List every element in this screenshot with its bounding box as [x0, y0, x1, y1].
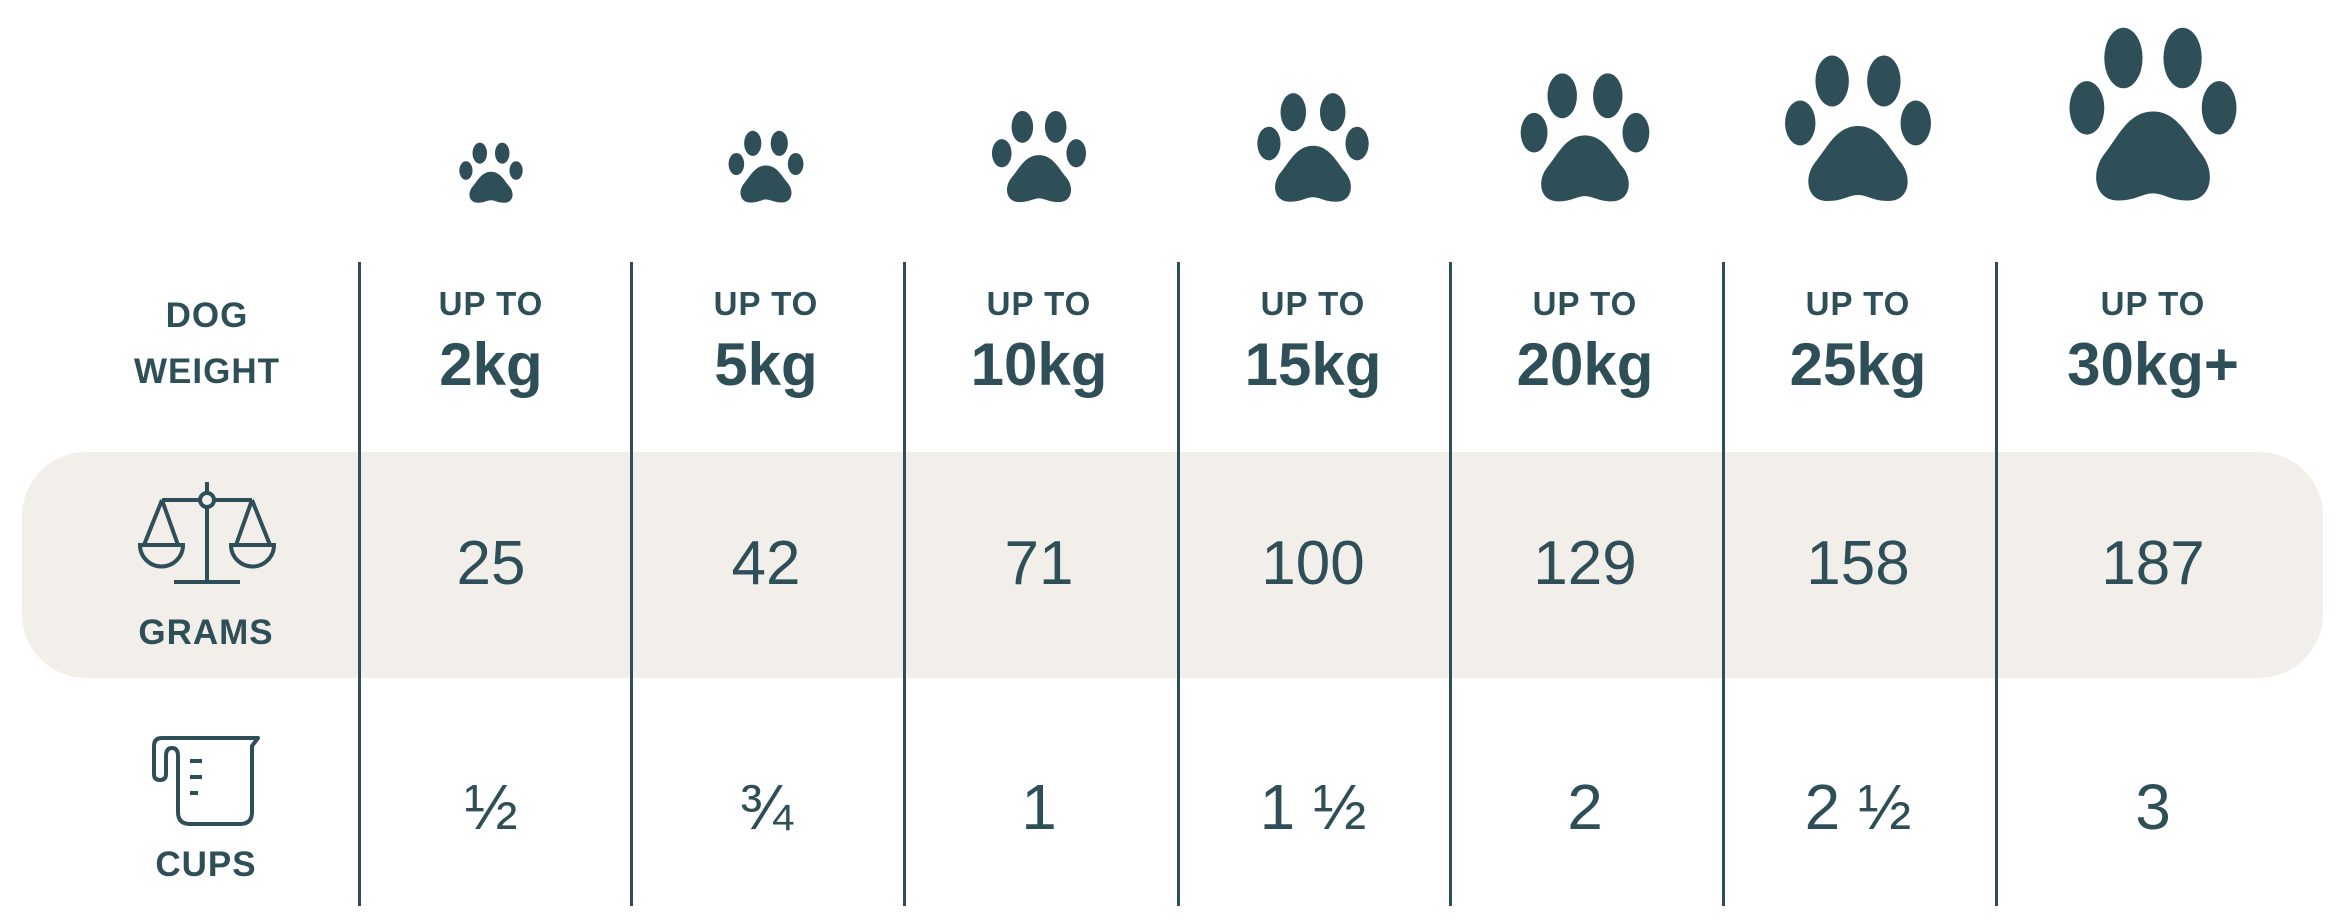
grams-value: 187 — [2101, 529, 2205, 598]
scale-icon — [137, 480, 277, 590]
paw-icon — [990, 110, 1088, 204]
paw-icon — [1518, 72, 1652, 204]
paw-icon — [458, 142, 524, 204]
column-divider — [358, 262, 361, 906]
weight-value: 25kg — [1789, 331, 1927, 398]
up-to-label: UP TO — [1532, 285, 1638, 322]
weight-value: 10kg — [970, 331, 1108, 398]
weight-value: 20kg — [1516, 331, 1654, 398]
cups-label: CUPS — [155, 845, 257, 884]
cups-value: 1 ½ — [1259, 771, 1367, 843]
cups-value: 2 ½ — [1804, 771, 1912, 843]
paw-icon — [1255, 92, 1371, 204]
grams-value: 71 — [1004, 529, 1074, 598]
cups-value: ¾ — [739, 771, 793, 843]
grams-value: 100 — [1261, 529, 1365, 598]
weight-value: 30kg+ — [2067, 331, 2239, 398]
grams-row-background — [22, 452, 2323, 678]
grams-value: 42 — [731, 529, 801, 598]
cups-value: 2 — [1567, 771, 1603, 843]
grams-value: 129 — [1533, 529, 1637, 598]
weight-value: 2kg — [439, 331, 543, 398]
cups-value: 3 — [2135, 771, 2171, 843]
column-divider — [1449, 262, 1452, 906]
weight-value: 15kg — [1244, 331, 1382, 398]
paw-icon — [1782, 54, 1934, 204]
paw-icon — [2066, 26, 2240, 204]
up-to-label: UP TO — [986, 285, 1092, 322]
weight-value: 5kg — [714, 331, 818, 398]
up-to-label: UP TO — [1260, 285, 1366, 322]
up-to-label: UP TO — [713, 285, 819, 322]
dog-weight-label-line1: DOG — [165, 296, 249, 335]
column-divider — [903, 262, 906, 906]
dog-weight-label: DOG WEIGHT — [134, 288, 280, 400]
column-divider — [1722, 262, 1725, 906]
paw-icon — [727, 130, 805, 204]
measuring-cup-icon — [150, 734, 260, 826]
column-divider — [1995, 262, 1998, 906]
column-divider — [630, 262, 633, 906]
up-to-label: UP TO — [2100, 285, 2206, 322]
dog-weight-label-line2: WEIGHT — [134, 352, 280, 391]
column-divider — [1177, 262, 1180, 906]
cups-value: ½ — [464, 771, 518, 843]
cups-value: 1 — [1021, 771, 1057, 843]
up-to-label: UP TO — [1805, 285, 1911, 322]
grams-value: 25 — [456, 529, 526, 598]
up-to-label: UP TO — [438, 285, 544, 322]
grams-value: 158 — [1806, 529, 1910, 598]
grams-label: GRAMS — [138, 613, 274, 652]
